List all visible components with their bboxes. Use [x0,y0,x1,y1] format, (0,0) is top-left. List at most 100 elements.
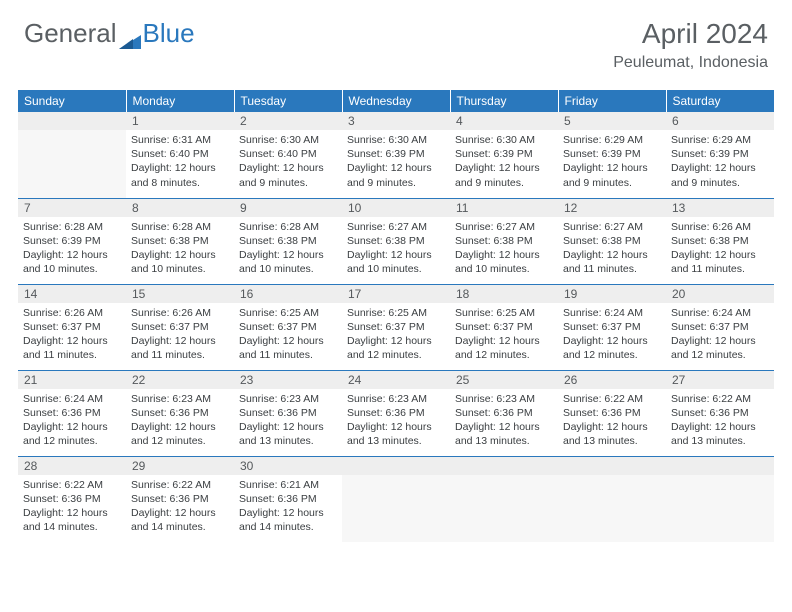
calendar-cell: 23Sunrise: 6:23 AMSunset: 6:36 PMDayligh… [234,370,342,456]
sun-info: Sunrise: 6:25 AMSunset: 6:37 PMDaylight:… [450,303,558,363]
sunset-text: Sunset: 6:37 PM [239,320,337,334]
daylight-text: Daylight: 12 hours and 11 minutes. [671,248,769,276]
calendar-header-row: SundayMondayTuesdayWednesdayThursdayFrid… [18,90,774,112]
sun-info: Sunrise: 6:30 AMSunset: 6:40 PMDaylight:… [234,130,342,190]
sunset-text: Sunset: 6:38 PM [239,234,337,248]
logo-triangle-icon [119,25,141,43]
sun-info: Sunrise: 6:24 AMSunset: 6:37 PMDaylight:… [558,303,666,363]
day-number: 15 [126,285,234,303]
sunrise-text: Sunrise: 6:25 AM [239,306,337,320]
sunset-text: Sunset: 6:37 PM [563,320,661,334]
daylight-text: Daylight: 12 hours and 9 minutes. [347,161,445,189]
calendar-row: 28Sunrise: 6:22 AMSunset: 6:36 PMDayligh… [18,456,774,542]
sun-info: Sunrise: 6:29 AMSunset: 6:39 PMDaylight:… [558,130,666,190]
calendar-cell: 24Sunrise: 6:23 AMSunset: 6:36 PMDayligh… [342,370,450,456]
day-number: 23 [234,371,342,389]
daylight-text: Daylight: 12 hours and 12 minutes. [131,420,229,448]
calendar-cell: 20Sunrise: 6:24 AMSunset: 6:37 PMDayligh… [666,284,774,370]
daylight-text: Daylight: 12 hours and 12 minutes. [563,334,661,362]
sunrise-text: Sunrise: 6:29 AM [671,133,769,147]
sunrise-text: Sunrise: 6:30 AM [455,133,553,147]
day-number: 18 [450,285,558,303]
sun-info: Sunrise: 6:27 AMSunset: 6:38 PMDaylight:… [450,217,558,277]
day-number: 29 [126,457,234,475]
sunrise-text: Sunrise: 6:28 AM [131,220,229,234]
sunset-text: Sunset: 6:40 PM [131,147,229,161]
calendar-cell-empty [558,456,666,542]
sun-info: Sunrise: 6:27 AMSunset: 6:38 PMDaylight:… [558,217,666,277]
daylight-text: Daylight: 12 hours and 14 minutes. [131,506,229,534]
day-number-empty [558,457,666,475]
calendar-cell: 15Sunrise: 6:26 AMSunset: 6:37 PMDayligh… [126,284,234,370]
day-number-empty [18,112,126,130]
day-number: 24 [342,371,450,389]
calendar-cell: 7Sunrise: 6:28 AMSunset: 6:39 PMDaylight… [18,198,126,284]
calendar-cell: 14Sunrise: 6:26 AMSunset: 6:37 PMDayligh… [18,284,126,370]
weekday-header: Wednesday [342,90,450,112]
sun-info: Sunrise: 6:27 AMSunset: 6:38 PMDaylight:… [342,217,450,277]
sun-info: Sunrise: 6:26 AMSunset: 6:37 PMDaylight:… [126,303,234,363]
calendar-cell: 29Sunrise: 6:22 AMSunset: 6:36 PMDayligh… [126,456,234,542]
daylight-text: Daylight: 12 hours and 12 minutes. [23,420,121,448]
weekday-header: Monday [126,90,234,112]
daylight-text: Daylight: 12 hours and 11 minutes. [239,334,337,362]
daylight-text: Daylight: 12 hours and 13 minutes. [455,420,553,448]
day-number: 14 [18,285,126,303]
sunrise-text: Sunrise: 6:22 AM [563,392,661,406]
day-number: 1 [126,112,234,130]
daylight-text: Daylight: 12 hours and 10 minutes. [131,248,229,276]
sunset-text: Sunset: 6:37 PM [131,320,229,334]
day-number-empty [666,457,774,475]
daylight-text: Daylight: 12 hours and 12 minutes. [671,334,769,362]
calendar-cell: 30Sunrise: 6:21 AMSunset: 6:36 PMDayligh… [234,456,342,542]
sunrise-text: Sunrise: 6:23 AM [455,392,553,406]
day-number: 27 [666,371,774,389]
calendar-table: SundayMondayTuesdayWednesdayThursdayFrid… [18,90,774,542]
sunrise-text: Sunrise: 6:29 AM [563,133,661,147]
day-number: 16 [234,285,342,303]
page-header: General Blue April 2024 Peuleumat, Indon… [0,0,792,80]
day-number-empty [342,457,450,475]
daylight-text: Daylight: 12 hours and 13 minutes. [671,420,769,448]
sunset-text: Sunset: 6:37 PM [455,320,553,334]
calendar-cell: 17Sunrise: 6:25 AMSunset: 6:37 PMDayligh… [342,284,450,370]
calendar-cell: 1Sunrise: 6:31 AMSunset: 6:40 PMDaylight… [126,112,234,198]
sun-info: Sunrise: 6:25 AMSunset: 6:37 PMDaylight:… [342,303,450,363]
sunrise-text: Sunrise: 6:23 AM [131,392,229,406]
sunset-text: Sunset: 6:36 PM [131,492,229,506]
sunrise-text: Sunrise: 6:28 AM [23,220,121,234]
sun-info: Sunrise: 6:21 AMSunset: 6:36 PMDaylight:… [234,475,342,535]
sunrise-text: Sunrise: 6:22 AM [23,478,121,492]
month-title: April 2024 [613,18,768,50]
daylight-text: Daylight: 12 hours and 14 minutes. [23,506,121,534]
calendar-cell: 5Sunrise: 6:29 AMSunset: 6:39 PMDaylight… [558,112,666,198]
sunrise-text: Sunrise: 6:27 AM [455,220,553,234]
sunset-text: Sunset: 6:39 PM [23,234,121,248]
day-number: 30 [234,457,342,475]
day-number: 25 [450,371,558,389]
sunrise-text: Sunrise: 6:27 AM [347,220,445,234]
sun-info: Sunrise: 6:26 AMSunset: 6:38 PMDaylight:… [666,217,774,277]
day-number: 2 [234,112,342,130]
sunrise-text: Sunrise: 6:24 AM [23,392,121,406]
sunset-text: Sunset: 6:39 PM [671,147,769,161]
sunset-text: Sunset: 6:37 PM [23,320,121,334]
daylight-text: Daylight: 12 hours and 11 minutes. [563,248,661,276]
daylight-text: Daylight: 12 hours and 11 minutes. [23,334,121,362]
sunrise-text: Sunrise: 6:28 AM [239,220,337,234]
sunrise-text: Sunrise: 6:23 AM [239,392,337,406]
day-number: 22 [126,371,234,389]
sun-info: Sunrise: 6:24 AMSunset: 6:37 PMDaylight:… [666,303,774,363]
sun-info: Sunrise: 6:23 AMSunset: 6:36 PMDaylight:… [450,389,558,449]
calendar-cell: 8Sunrise: 6:28 AMSunset: 6:38 PMDaylight… [126,198,234,284]
sunset-text: Sunset: 6:38 PM [455,234,553,248]
sunrise-text: Sunrise: 6:21 AM [239,478,337,492]
calendar-cell: 18Sunrise: 6:25 AMSunset: 6:37 PMDayligh… [450,284,558,370]
sunset-text: Sunset: 6:37 PM [671,320,769,334]
calendar-cell-empty [666,456,774,542]
sunset-text: Sunset: 6:36 PM [131,406,229,420]
sunrise-text: Sunrise: 6:30 AM [239,133,337,147]
title-block: April 2024 Peuleumat, Indonesia [613,18,768,72]
day-number: 4 [450,112,558,130]
day-number-empty [450,457,558,475]
